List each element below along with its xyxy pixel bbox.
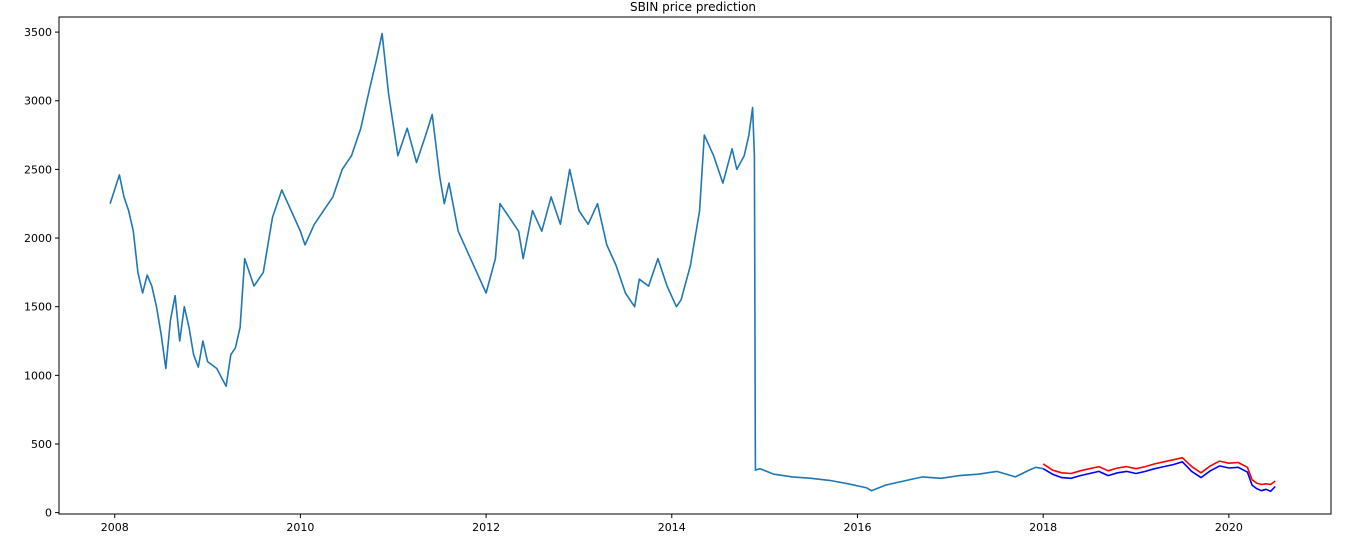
y-tick-label: 1000: [24, 369, 52, 382]
x-tick-label: 2016: [843, 521, 871, 534]
x-tick-label: 2020: [1215, 521, 1243, 534]
y-axis: 0 500 1000 1500 2000 2500 3000 3500: [24, 26, 59, 520]
y-tick-label: 500: [31, 438, 52, 451]
x-tick-label: 2012: [472, 521, 500, 534]
y-tick-label: 3000: [24, 95, 52, 108]
y-tick-label: 0: [45, 507, 52, 520]
x-tick-label: 2010: [286, 521, 314, 534]
y-tick-label: 2000: [24, 232, 52, 245]
chart-title: SBIN price prediction: [630, 0, 756, 14]
y-tick-label: 2500: [24, 163, 52, 176]
series-line-2: [1042, 456, 1276, 486]
y-tick-label: 1500: [24, 301, 52, 314]
series-line-0: [109, 32, 1044, 492]
x-tick-label: 2008: [101, 521, 129, 534]
series-layer: [109, 32, 1276, 493]
x-tick-label: 2014: [658, 521, 686, 534]
x-tick-label: 2018: [1029, 521, 1057, 534]
x-axis: 2008 2010 2012 2014 2016 2018 2020: [101, 514, 1243, 534]
plot-area-frame: [58, 16, 1332, 515]
y-tick-label: 3500: [24, 26, 52, 39]
series-line-1: [1042, 461, 1276, 493]
